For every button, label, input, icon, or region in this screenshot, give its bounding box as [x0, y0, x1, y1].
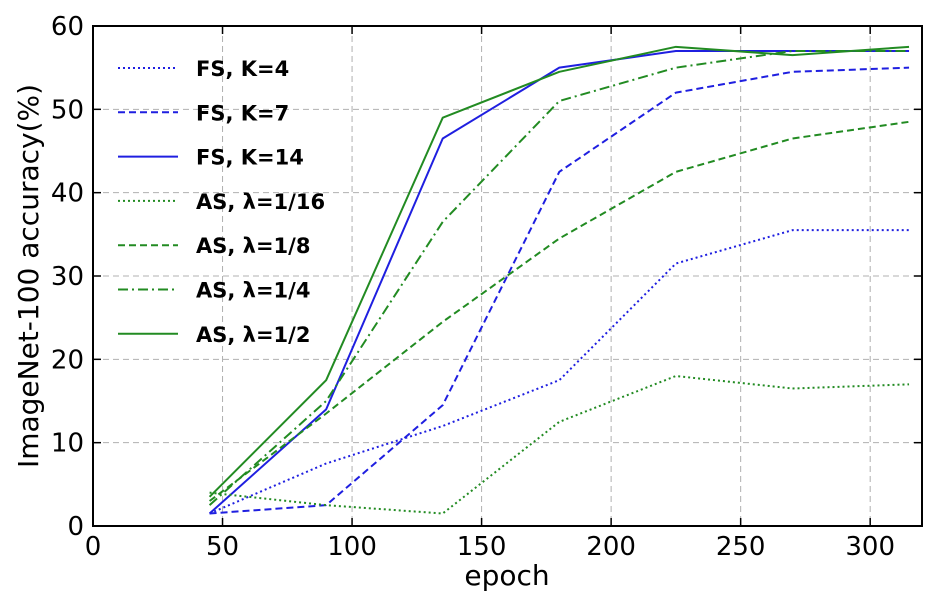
x-tick-label-200: 200: [586, 532, 636, 562]
legend-label-5: AS, λ=1/8: [196, 234, 310, 258]
x-tick-label-50: 50: [206, 532, 239, 562]
series-lines: [208, 45, 910, 515]
series-line-5-as-1-8: [208, 120, 910, 502]
legend: FS, K=4 FS, K=7 FS, K=14 AS, λ=1/16 AS, λ=1/…: [118, 57, 325, 347]
y-tick-label-40: 40: [51, 179, 84, 209]
legend-label-1: FS, K=4: [196, 57, 289, 81]
x-tick-label-0: 0: [85, 532, 102, 562]
legend-label-4: AS, λ=1/16: [196, 190, 325, 214]
y-tick-label-20: 20: [51, 345, 84, 375]
x-tick-label-250: 250: [716, 532, 766, 562]
y-tick-label-50: 50: [51, 95, 84, 125]
x-tick-label-300: 300: [845, 532, 895, 562]
series-line-7-as-1-2: [208, 45, 910, 498]
legend-label-6: AS, λ=1/4: [196, 279, 310, 303]
axis-ticks: 0 50 100 150 200 250 300 0 10 20 30 40 50 60: [51, 12, 922, 562]
x-axis-label: epoch: [464, 559, 549, 592]
series-line-3-fs-k-14: [208, 50, 910, 515]
legend-label-2: FS, K=7: [196, 101, 289, 125]
series-line-2-fs-k-7: [209, 66, 910, 515]
y-tick-label-10: 10: [51, 429, 84, 459]
x-tick-label-150: 150: [457, 532, 507, 562]
y-axis-label: ImageNet-100 accuracy(%): [12, 84, 45, 468]
y-tick-label-30: 30: [51, 262, 84, 292]
x-tick-label-100: 100: [327, 532, 377, 562]
y-tick-label-60: 60: [51, 12, 84, 42]
series-line-1-fs-k-4: [209, 229, 910, 515]
legend-label-3: FS, K=14: [196, 146, 304, 170]
y-tick-label-0: 0: [67, 512, 84, 542]
legend-label-7: AS, λ=1/2: [196, 323, 310, 347]
